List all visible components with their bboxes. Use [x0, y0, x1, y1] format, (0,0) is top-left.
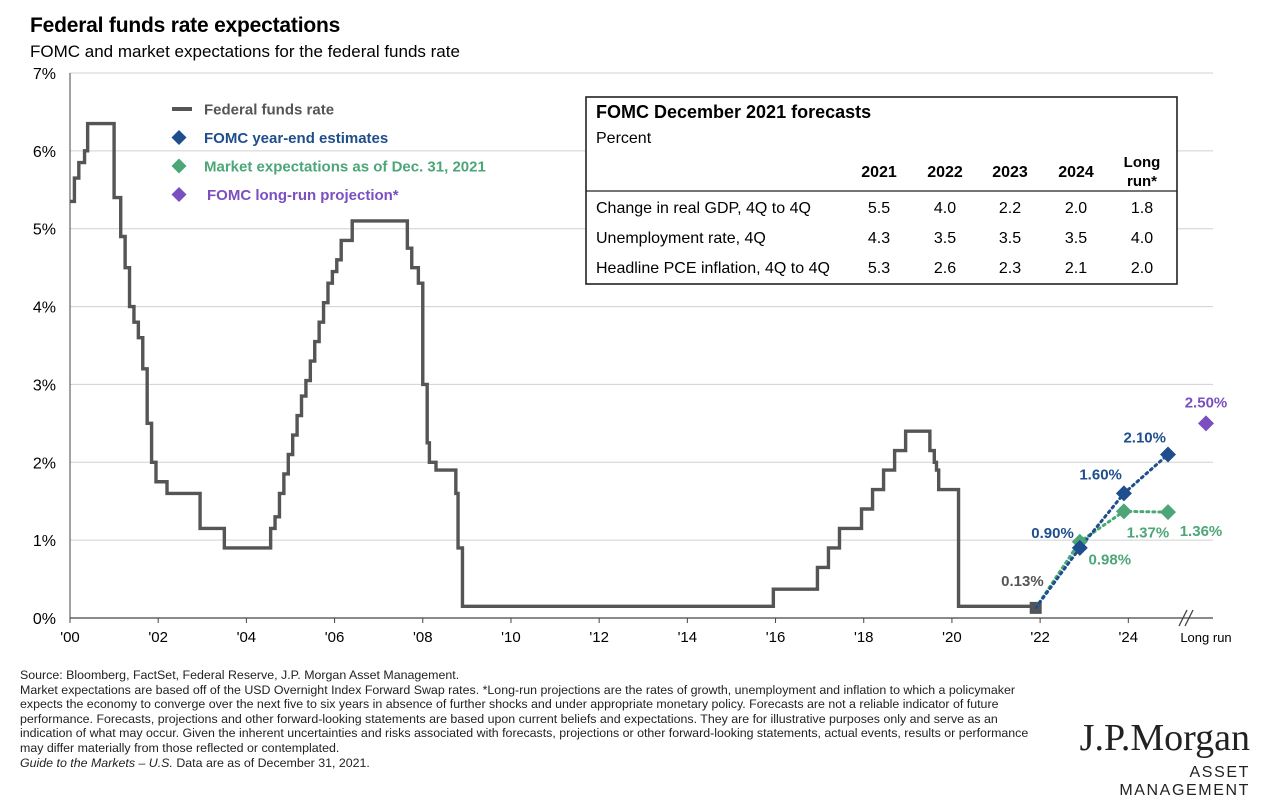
chart-svg: 0% 1% 2% 3% 4% 5% 6% 7% '00 '02 '04 '06 '08 '10 '12 '14…: [33, 66, 1232, 646]
date-note: Guide to the Markets – U.S. Data are as …: [20, 756, 1050, 771]
forecast-table-col-header: 2023: [992, 164, 1028, 181]
guide-label: Guide to the Markets – U.S.: [20, 755, 173, 770]
x-tick-label: '18: [854, 629, 874, 646]
data-label: 1.37%: [1127, 524, 1170, 541]
forecast-table-cell: 2.6: [934, 260, 956, 277]
forecast-table-cell: 3.5: [999, 230, 1021, 247]
forecast-table-cell: 3.5: [934, 230, 956, 247]
x-tick-label: '06: [325, 629, 345, 646]
y-tick-label: 0%: [33, 611, 56, 628]
y-tick-label: 4%: [33, 300, 56, 317]
forecast-table-cell: 5.3: [868, 260, 890, 277]
logo-tagline: ASSET MANAGEMENT: [1119, 764, 1250, 799]
forecast-table-cell: 2.2: [999, 200, 1021, 217]
x-tick-label: '02: [148, 629, 168, 646]
legend-swatch-diamond: [171, 158, 187, 174]
market-expectations-line: [1034, 509, 1170, 610]
jpmorgan-logo: J.P.Morgan ASSET MANAGEMENT: [1060, 718, 1250, 800]
fomc-estimates-line: [1034, 453, 1170, 610]
forecast-table-cell: 3.5: [1065, 230, 1087, 247]
forecast-table-title: FOMC December 2021 forecasts: [596, 102, 871, 122]
axis-break-mark: [1178, 609, 1188, 627]
x-tick-label: '08: [413, 629, 433, 646]
methodology-note: Market expectations are based off of the…: [20, 682, 1029, 755]
x-tick-label: '24: [1119, 629, 1139, 646]
x-tick-label: '10: [501, 629, 521, 646]
data-label: 0.98%: [1089, 552, 1132, 569]
logo-wordmark: J.P.Morgan: [1079, 717, 1250, 759]
fomc-estimate-point: [1115, 485, 1132, 502]
forecast-table-cell: 2.3: [999, 260, 1021, 277]
x-tick-label: '00: [60, 629, 80, 646]
forecast-table-col-header: Long: [1124, 154, 1161, 171]
legend-label: FOMC long-run projection*: [207, 187, 399, 204]
x-tick-label: '14: [678, 629, 698, 646]
forecast-table-col-header: 2024: [1058, 164, 1094, 181]
forecast-table-cell: 4.0: [934, 200, 956, 217]
forecast-table-cell: 4.0: [1131, 230, 1153, 247]
x-tick-label: '20: [942, 629, 962, 646]
x-tick-label-long-run: Long run: [1180, 630, 1231, 645]
forecast-table-row-label: Change in real GDP, 4Q to 4Q: [596, 200, 811, 217]
data-label: 0.90%: [1031, 525, 1074, 542]
forecast-table-col-header: 2022: [927, 164, 963, 181]
market-expectation-point: [1160, 504, 1176, 521]
y-tick-label: 5%: [33, 222, 56, 239]
legend-label: FOMC year-end estimates: [204, 130, 388, 147]
legend-swatch-diamond: [171, 187, 187, 202]
data-label: 1.36%: [1180, 523, 1223, 540]
forecast-table-row-label: Unemployment rate, 4Q: [596, 230, 766, 247]
fed-funds-rate-line: [70, 121, 1036, 609]
forecast-table-col-header: run*: [1127, 173, 1157, 190]
forecast-table-subtitle: Percent: [596, 130, 652, 147]
x-tick-label: '12: [589, 629, 609, 646]
market-expectation-point: [1115, 503, 1132, 520]
data-label: 2.50%: [1185, 394, 1228, 411]
fomc-estimate-point: [1160, 446, 1176, 463]
forecast-table-cell: 2.0: [1131, 260, 1153, 277]
chart-subtitle: FOMC and market expectations for the fed…: [30, 42, 460, 61]
long-run-projection-point: [1198, 415, 1214, 432]
forecast-table-cell: 2.1: [1065, 260, 1087, 277]
axis-break-mark: [1184, 609, 1194, 627]
fomc-estimate-point: [1071, 539, 1088, 556]
y-tick-label: 6%: [33, 144, 56, 161]
forecast-table-cell: 4.3: [868, 230, 890, 247]
y-tick-label: 1%: [33, 533, 56, 550]
data-label: 1.60%: [1079, 466, 1122, 483]
forecast-table-cell: 2.0: [1065, 200, 1087, 217]
x-tick-label: '16: [766, 629, 786, 646]
data-date: Data are as of December 31, 2021.: [172, 755, 370, 770]
x-tick-label: '04: [237, 629, 257, 646]
forecast-table-col-header: 2021: [861, 164, 897, 181]
source-note: Source: Bloomberg, FactSet, Federal Rese…: [20, 668, 460, 682]
footnotes: Source: Bloomberg, FactSet, Federal Rese…: [20, 668, 1050, 770]
forecast-table-row-label: Headline PCE inflation, 4Q to 4Q: [596, 260, 830, 277]
y-tick-label: 7%: [33, 66, 56, 83]
chart-title: Federal funds rate expectations: [30, 14, 341, 37]
x-tick-label: '22: [1030, 629, 1050, 646]
legend-swatch-diamond: [171, 130, 187, 145]
y-tick-label: 3%: [33, 377, 56, 394]
forecast-table-cell: 1.8: [1131, 200, 1153, 217]
y-tick-label: 2%: [33, 455, 56, 472]
legend-label: Federal funds rate: [204, 102, 334, 119]
forecast-table-cell: 5.5: [868, 200, 890, 217]
data-label: 2.10%: [1123, 430, 1166, 447]
data-label: 0.13%: [1001, 573, 1044, 590]
legend-label: Market expectations as of Dec. 31, 2021: [204, 159, 486, 176]
